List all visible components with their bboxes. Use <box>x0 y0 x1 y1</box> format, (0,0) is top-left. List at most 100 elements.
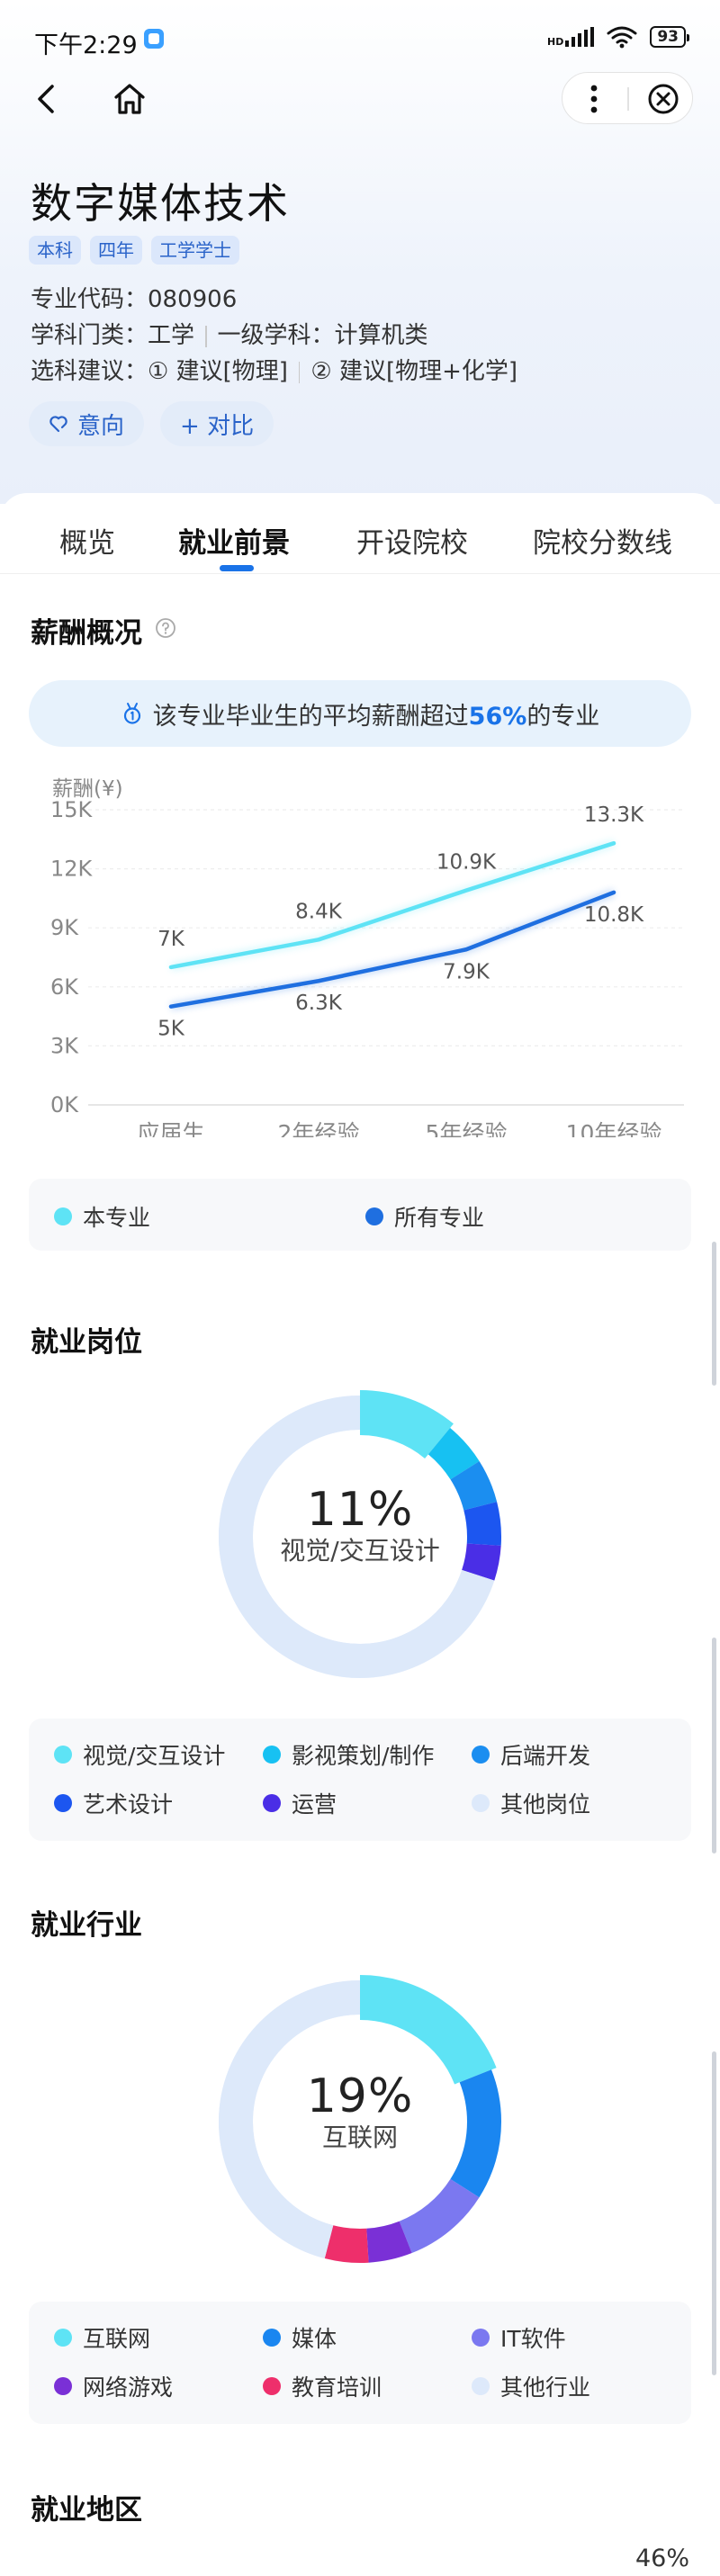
legend-item: 互联网 <box>54 2321 150 2354</box>
donut-segment <box>219 1980 501 2263</box>
legend-item: 后端开发 <box>472 1738 590 1771</box>
legend-dot <box>263 1746 281 1764</box>
status-bar: 下午2:29 HD 93 <box>0 0 720 76</box>
legend-dot <box>54 2377 72 2395</box>
tab-score-lines[interactable]: 院校分数线 <box>533 527 672 560</box>
legend-dot <box>472 1794 490 1812</box>
scrollbar-thumb[interactable] <box>712 1638 716 1853</box>
legend-dot <box>54 1746 72 1764</box>
donut-segment <box>219 1980 501 2263</box>
industry-center-percent: 19% <box>306 2069 414 2123</box>
nav-bar <box>0 72 720 126</box>
tab-bar: 概览 就业前景 开设院校 院校分数线 <box>0 493 720 574</box>
y-tick-label: 12K <box>50 857 94 882</box>
jobs-donut-chart <box>213 1390 507 1683</box>
data-label: 5K <box>158 1018 185 1041</box>
tab-overview[interactable]: 概览 <box>59 527 115 560</box>
tab-employment[interactable]: 就业前景 <box>178 527 290 560</box>
donut-segment <box>219 1980 501 2263</box>
region-top-percent: 46% <box>634 2545 689 2572</box>
legend-dot <box>263 2377 281 2395</box>
legend-label: 互联网 <box>83 2326 151 2352</box>
content-card: 概览 就业前景 开设院校 院校分数线 薪酬概况 该专业毕业生的平均薪酬超过56%… <box>0 493 720 2576</box>
x-tick-label: 2年经验 <box>278 1120 360 1137</box>
battery-indicator: 93 <box>650 26 689 48</box>
legend-label: 运营 <box>292 1791 338 1818</box>
subject-advice-row: 选科建议：① 建议[物理] ② 建议[物理+化学] <box>31 353 518 386</box>
hd-label: HD <box>546 36 564 48</box>
category-row: 学科门类：工学 一级学科：计算机类 <box>31 317 428 350</box>
region-section-title: 就业地区 <box>31 2494 142 2527</box>
close-circle-icon[interactable] <box>647 83 680 115</box>
salary-note-prefix: 该专业毕业生的平均薪酬超过 <box>152 702 469 731</box>
scrollbar-thumb[interactable] <box>712 1242 716 1386</box>
legend-label: 媒体 <box>292 2326 338 2352</box>
cell-signal-icon: HD <box>546 27 595 48</box>
miniprogram-capsule <box>562 72 693 124</box>
legend-item: IT软件 <box>472 2321 566 2354</box>
scrollbar-thumb[interactable] <box>712 2051 716 2375</box>
legend-dot <box>365 1207 383 1225</box>
intent-button[interactable]: 意向 <box>29 401 145 446</box>
industry-donut-center: 19% 互联网 <box>270 2069 450 2152</box>
legend-dot <box>54 1794 72 1812</box>
donut-segment <box>219 1396 501 1678</box>
donut-segment <box>219 1396 501 1678</box>
jobs-donut-center: 11% 视觉/交互设计 <box>270 1483 450 1566</box>
legend-item-this-major: 本专业 <box>54 1200 150 1233</box>
salary-note-highlight: 56% <box>468 702 527 731</box>
compare-button[interactable]: + 对比 <box>160 401 274 446</box>
category-label: 学科门类： <box>31 322 148 349</box>
x-tick-label: 10年经验 <box>566 1120 662 1137</box>
data-label: 10.8K <box>584 903 644 927</box>
y-tick-label: 0K <box>50 1092 79 1117</box>
info-divider <box>205 325 207 347</box>
tag-degree-level: 本科 <box>29 236 81 265</box>
legend-dot <box>472 2377 490 2395</box>
status-time: 下午2:29 <box>34 31 138 59</box>
series-line-glow <box>170 839 616 971</box>
legend-item: 媒体 <box>263 2321 337 2354</box>
capsule-divider <box>627 87 629 111</box>
jobs-legend: 视觉/交互设计 影视策划/制作 后端开发 艺术设计 运营 其他岗位 <box>29 1719 691 1841</box>
jobs-center-percent: 11% <box>306 1483 414 1537</box>
tab-colleges[interactable]: 开设院校 <box>356 527 468 560</box>
industry-center-label: 互联网 <box>321 2123 398 2152</box>
legend-label: 后端开发 <box>500 1743 591 1769</box>
chevron-left-icon[interactable] <box>32 83 59 115</box>
legend-dot <box>54 1207 72 1225</box>
data-label: 7K <box>158 928 185 951</box>
legend-label: 所有专业 <box>394 1205 485 1231</box>
series-line-this-major <box>168 840 616 970</box>
help-circle-icon[interactable] <box>155 617 176 639</box>
legend-item: 运营 <box>263 1787 337 1819</box>
wifi-icon <box>607 26 637 49</box>
legend-item: 其他行业 <box>472 2370 590 2402</box>
heart-icon <box>50 416 68 433</box>
tag-degree-type: 工学学士 <box>151 236 239 265</box>
home-icon[interactable] <box>112 81 148 117</box>
industry-donut-chart <box>213 1975 507 2268</box>
header-actions: 意向 + 对比 <box>29 401 274 446</box>
salary-note-suffix: 的专业 <box>526 702 600 731</box>
legend-label: 教育培训 <box>292 2374 382 2401</box>
legend-label: 影视策划/制作 <box>292 1743 435 1769</box>
more-vertical-icon[interactable] <box>590 85 598 113</box>
medal-icon <box>123 703 140 724</box>
advice-option-1: ① 建议[物理] <box>148 358 288 385</box>
data-label: 8.4K <box>295 900 343 923</box>
legend-dot <box>263 1794 281 1812</box>
advice-option-2: ② 建议[物理+化学] <box>310 358 518 385</box>
data-label: 7.9K <box>443 960 490 983</box>
major-code-row: 专业代码：080906 <box>31 281 237 314</box>
legend-label: 艺术设计 <box>83 1791 174 1818</box>
legend-dot <box>263 2329 281 2347</box>
series-line-glow <box>170 889 616 1010</box>
data-label: 6.3K <box>295 992 343 1015</box>
industry-section-title: 就业行业 <box>31 1909 142 1942</box>
page-title: 数字媒体技术 <box>31 179 290 228</box>
data-label: 13.3K <box>584 803 644 827</box>
tag-duration: 四年 <box>90 236 142 265</box>
legend-item: 艺术设计 <box>54 1787 173 1819</box>
x-tick-label: 5年经验 <box>426 1120 508 1137</box>
